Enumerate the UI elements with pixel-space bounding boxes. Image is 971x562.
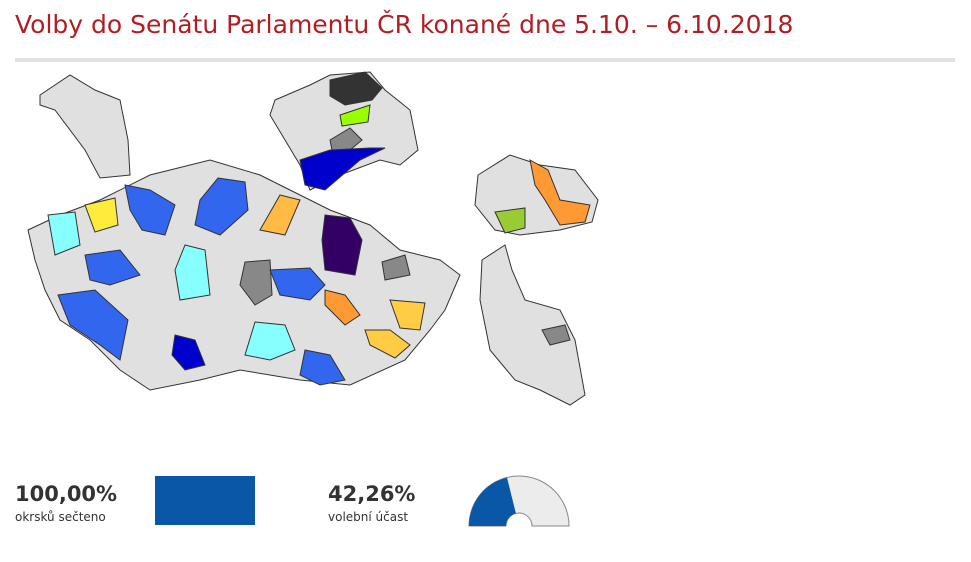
district — [381, 254, 411, 281]
divider — [15, 58, 955, 62]
district — [124, 184, 176, 236]
district — [239, 259, 273, 306]
stat-caption: okrsků sečteno — [15, 510, 106, 524]
progress-bar — [155, 476, 255, 525]
stat-value: 100,00% — [15, 482, 118, 506]
district — [364, 329, 411, 359]
district — [259, 194, 301, 236]
district — [269, 267, 326, 301]
region-inset — [39, 74, 131, 179]
district — [324, 289, 361, 326]
district — [329, 71, 383, 106]
map-districts — [47, 71, 591, 386]
district — [57, 289, 129, 361]
district — [529, 159, 591, 226]
stat-value: 42,26% — [328, 482, 416, 506]
district — [84, 197, 119, 233]
page-title: Volby do Senátu Parlamentu ČR konané dne… — [15, 10, 794, 39]
district — [329, 127, 363, 151]
district — [541, 324, 571, 346]
region-brno — [479, 244, 586, 406]
district — [321, 214, 363, 276]
district — [299, 349, 346, 386]
district — [494, 207, 526, 234]
district — [389, 299, 426, 331]
gauge-fill — [469, 477, 516, 526]
district — [194, 177, 249, 236]
district — [299, 147, 386, 191]
district — [84, 249, 141, 286]
stat-caption: volební účast — [328, 510, 409, 524]
district — [339, 104, 371, 127]
district — [171, 334, 206, 371]
district — [174, 244, 211, 301]
district — [244, 321, 296, 361]
district — [47, 211, 81, 256]
